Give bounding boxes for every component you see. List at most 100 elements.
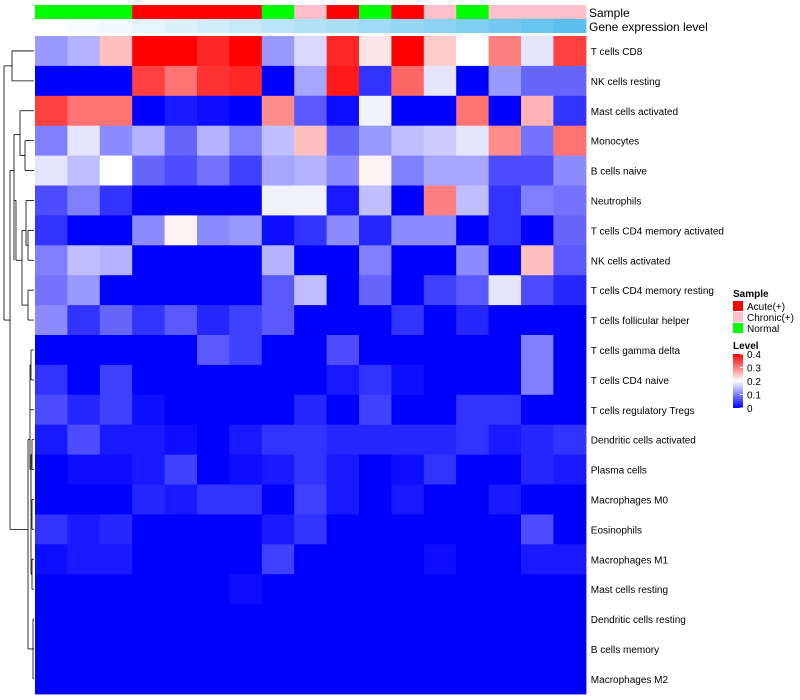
legend-level-colorbar [733,354,743,408]
heatmap-cell [99,65,133,97]
heatmap-cell [521,36,554,67]
heatmap-cell [261,245,295,276]
expression-annotation-label: Gene expression level [589,20,708,34]
heatmap-cell [488,65,522,97]
sample-annotation-cell [423,5,457,19]
heatmap-cell [391,215,425,246]
heatmap-cell [553,335,587,366]
heatmap-cell [197,394,230,426]
heatmap-cell [99,454,133,486]
heatmap-cell [132,663,166,695]
expression-annotation-cell [359,19,392,33]
heatmap-cell [197,155,230,187]
heatmap-cell [423,604,457,635]
legend-swatch [733,301,743,311]
legend-level-title: Level [733,341,759,352]
heatmap-cell [326,544,360,575]
expression-annotation-cell [67,19,101,33]
heatmap-cell [488,663,522,695]
heatmap-cell [67,65,101,97]
heatmap-cell [456,454,490,486]
heatmap-cell [99,125,133,157]
heatmap-cell [326,125,360,157]
row-label: Macrophages M2 [591,675,669,686]
heatmap-cell [391,36,425,67]
row-label: T cells CD4 naive [591,376,670,387]
heatmap-cell [553,574,587,605]
heatmap-cell [197,454,230,486]
row-dendrogram [3,50,34,680]
row-labels: T cells CD8 NK cells resting Mast cells ac… [591,47,724,686]
row-label: T cells CD8 [591,47,643,58]
heatmap-cell [99,424,133,456]
row-label: T cells gamma delta [591,346,681,357]
heatmap-cell [67,155,101,187]
heatmap-cell [261,454,295,486]
heatmap-cell [35,514,68,545]
sample-annotation-cell [67,5,101,19]
sample-annotation-cell [229,5,263,19]
heatmap-cell [197,215,230,246]
heatmap-cell [197,36,230,67]
heatmap-cell [197,95,230,127]
expression-annotation-bar [35,19,587,33]
row-label: B cells naive [591,167,648,178]
heatmap-cell [35,574,68,605]
expression-annotation-cell [391,19,425,33]
heatmap-cell [164,424,198,456]
heatmap-cell [229,245,263,276]
heatmap-cell [35,634,68,665]
heatmap-cell [132,155,166,187]
heatmap-cell [456,544,490,575]
sample-annotation-cell [164,5,198,19]
heatmap-cell [164,663,198,695]
heatmap-cell [35,245,68,276]
heatmap-cell [521,305,554,336]
heatmap-cell [261,364,295,396]
heatmap-cell [326,394,360,426]
heatmap-cell [553,424,587,456]
heatmap-cell [359,454,392,486]
heatmap-cell [67,215,101,246]
heatmap-cell [488,454,522,486]
heatmap-cell [132,36,166,67]
heatmap-cell [553,663,587,695]
heatmap-cell [197,544,230,575]
sample-annotation-cell [521,5,554,19]
heatmap-cell [326,604,360,635]
heatmap-cell [488,604,522,635]
expression-annotation-cell [423,19,457,33]
heatmap-cell [553,95,587,127]
heatmap-cell [35,335,68,366]
heatmap-cell [99,305,133,336]
heatmap-cell [229,454,263,486]
expression-annotation-cell [164,19,198,33]
heatmap-cell [164,275,198,306]
heatmap-cell [261,663,295,695]
heatmap-cell [553,514,587,545]
heatmap-cell [197,604,230,635]
heatmap-cell [261,215,295,246]
heatmap-cell [35,125,68,157]
heatmap-cell [164,155,198,187]
heatmap-cell [521,275,554,306]
heatmap-cell [326,663,360,695]
heatmap-cell [229,544,263,575]
heatmap-cell [326,634,360,665]
heatmap-cell [391,544,425,575]
heatmap-cell [294,604,328,635]
heatmap-cell [164,454,198,486]
heatmap-cell [35,155,68,187]
heatmap-cell [261,544,295,575]
heatmap-cell [132,634,166,665]
heatmap-cell [67,424,101,456]
heatmap-cell [164,574,198,605]
heatmap-cell [132,364,166,396]
heatmap-cell [359,125,392,157]
sample-annotation-cell [294,5,328,19]
heatmap-cell [229,663,263,695]
heatmap-cell [261,125,295,157]
heatmap-cell [67,185,101,216]
legend-swatch [733,312,743,322]
heatmap-cell [261,484,295,515]
